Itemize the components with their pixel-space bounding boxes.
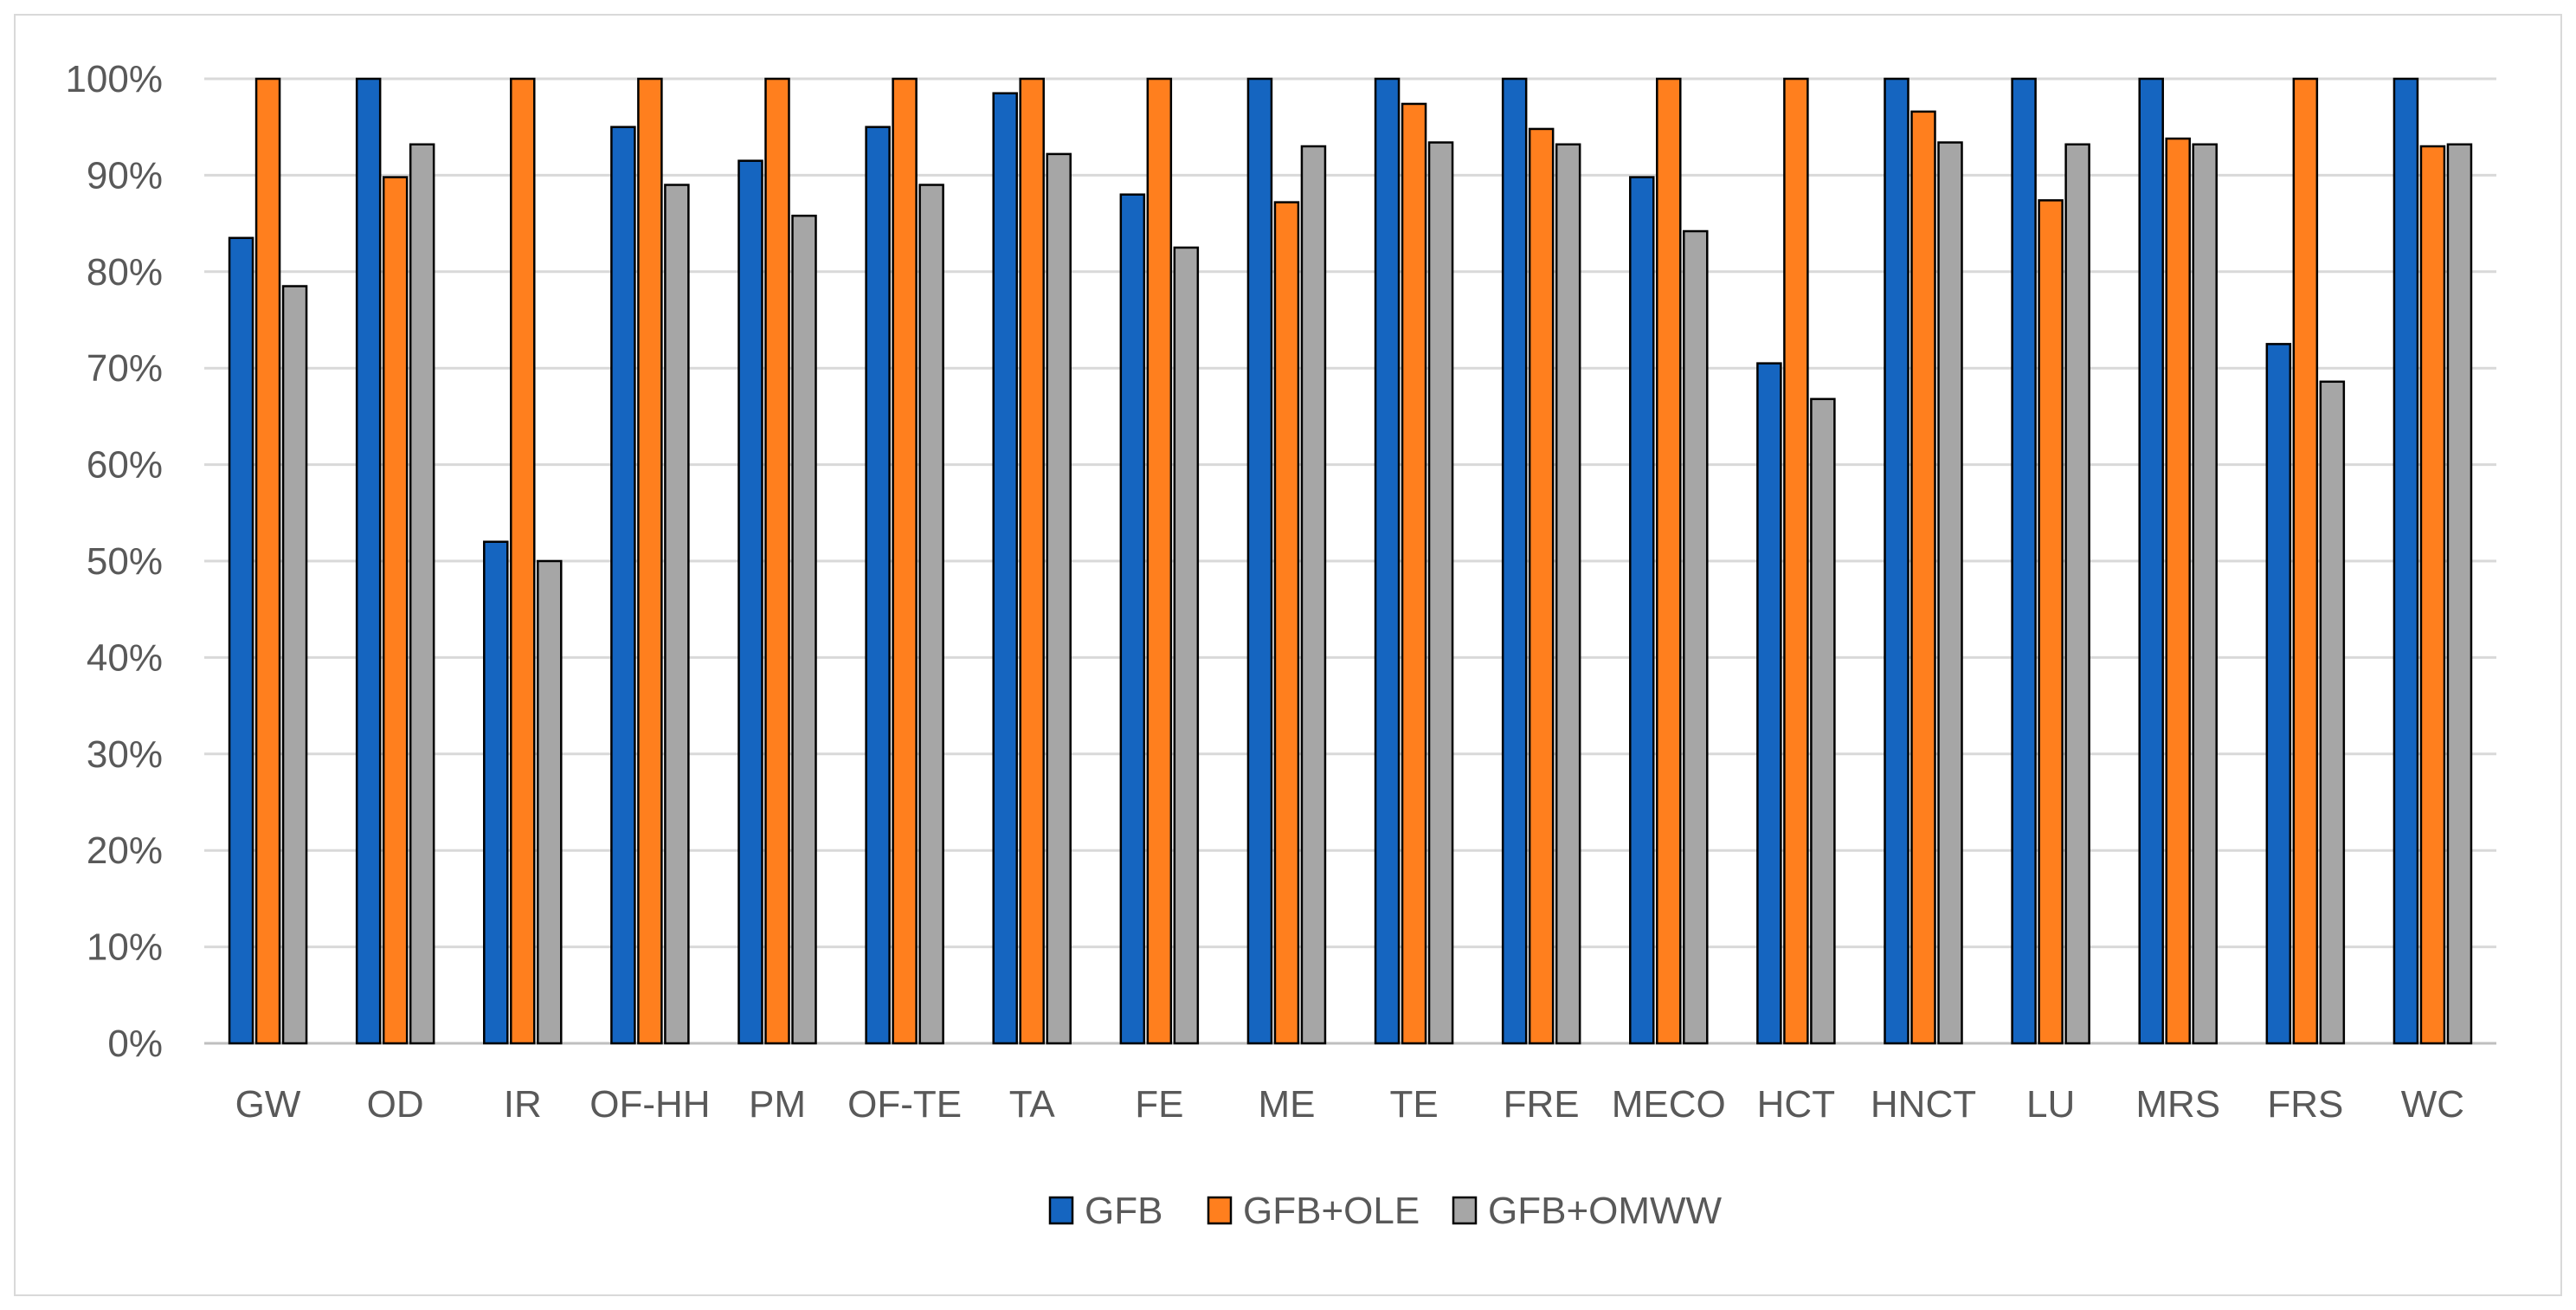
bar-gfb-ole-ir [510,77,536,1045]
bar-gfb-ole-mrs [2165,137,2191,1045]
legend-swatch [1048,1196,1074,1225]
legend-label: GFB+OMWW [1488,1190,1723,1232]
bar-gfb-me [1246,77,1273,1045]
bar-gfb-meco [1629,176,1655,1045]
bar-gfb-ir [483,540,509,1045]
bar-gfb-ole-fre [1528,127,1555,1045]
x-axis-ticks: GW OD IR OF-HH PM OF-TE TA FE ME TE FRE MECO HCT HNCT… [235,1083,2464,1126]
bar-gfb-od [355,77,382,1045]
bar-gfb-ole-lu [2038,199,2064,1045]
bar-gfb-gw [228,236,254,1045]
x-tick-label: IR [504,1083,542,1126]
x-tick-label: OD [367,1083,424,1126]
bar-gfb-wc [2392,77,2419,1045]
bar-gfb-hct [1756,362,1782,1045]
y-axis-ticks: 0% 10% 20% 30% 40% 50% 60% 70% 80% 90% 100% [65,58,163,1065]
bar-gfb-omww-lu [2064,143,2090,1045]
bar-gfb-omww-ta [1046,152,1072,1045]
bar-gfb-ole-od [382,176,409,1045]
bar-gfb-frs [2265,343,2292,1045]
bar-gfb-ole-frs [2292,77,2319,1045]
bar-gfb-ole-me [1273,201,1300,1045]
gridlines [204,77,2496,1045]
x-tick-label: TE [1389,1083,1438,1126]
bar-gfb-omww-mrs [2192,143,2218,1045]
legend-label: GFB [1085,1190,1162,1232]
bar-gfb-ole-gw [254,77,281,1045]
bar-gfb-omww-hnct [1937,141,1963,1045]
x-tick-label: ME [1258,1083,1315,1126]
x-tick-label: FRE [1504,1083,1580,1126]
legend: GFB GFB+OLE GFB+OMWW [1048,1190,1723,1232]
y-tick-label: 70% [87,347,163,390]
bar-gfb-ole-fe [1146,77,1173,1045]
bar-gfb-ole-meco [1656,77,1682,1045]
bar-gfb-omww-fe [1173,246,1200,1045]
bar-gfb-omww-ir [537,559,563,1045]
bar-gfb-ole-of-te [892,77,918,1045]
bar-gfb-ole-te [1401,102,1427,1045]
y-tick-label: 60% [87,444,163,487]
x-tick-label: FRS [2267,1083,2343,1126]
y-tick-label: 40% [87,636,163,679]
bar-gfb-omww-of-te [918,184,944,1045]
y-tick-label: 30% [87,733,163,776]
bar-gfb-fre [1501,77,1528,1045]
bar-gfb-omww-pm [791,214,817,1045]
x-tick-label: FE [1135,1083,1183,1126]
bar-gfb-of-te [865,126,891,1045]
bars [228,77,2473,1045]
bar-gfb-omww-gw [281,285,308,1045]
bar-gfb-te [1374,77,1401,1045]
bar-gfb-omww-wc [2446,143,2473,1045]
bar-gfb-of-hh [610,126,636,1045]
bar-gfb-ole-ta [1019,77,1045,1045]
y-tick-label: 0% [107,1023,163,1065]
x-tick-label: OF-TE [847,1083,962,1126]
legend-swatch [1207,1196,1233,1225]
bar-gfb-ole-wc [2419,145,2446,1045]
x-tick-label: HCT [1757,1083,1835,1126]
x-tick-label: WC [2401,1083,2464,1126]
y-tick-label: 80% [87,251,163,294]
bar-gfb-lu [2011,77,2037,1045]
bar-gfb-omww-frs [2319,380,2346,1045]
bar-gfb-ole-hnct [1910,110,1936,1045]
x-tick-label: HNCT [1871,1083,1976,1126]
legend-label: GFB+OLE [1243,1190,1420,1232]
x-tick-label: OF-HH [589,1083,710,1126]
bar-gfb-fe [1119,193,1146,1045]
y-tick-label: 20% [87,829,163,872]
bar-gfb-hnct [1884,77,1909,1045]
x-tick-label: LU [2026,1083,2075,1126]
x-tick-label: GW [235,1083,301,1126]
bar-gfb-omww-od [409,143,435,1045]
bar-gfb-omww-fre [1555,143,1581,1045]
y-tick-label: 10% [87,926,163,969]
x-tick-label: PM [749,1083,806,1126]
legend-swatch [1452,1196,1478,1225]
bar-gfb-omww-meco [1683,229,1709,1045]
bar-gfb-omww-te [1427,141,1454,1045]
bar-gfb-omww-of-hh [664,184,690,1045]
x-tick-label: MRS [2135,1083,2220,1126]
bar-gfb-ole-pm [764,77,790,1045]
bar-gfb-mrs [2138,77,2164,1045]
y-tick-label: 90% [87,154,163,197]
bar-gfb-ole-hct [1783,77,1809,1045]
bar-gfb-pm [737,159,763,1045]
x-tick-label: MECO [1612,1083,1726,1126]
bar-gfb-omww-me [1300,145,1327,1045]
x-tick-label: TA [1009,1083,1056,1126]
bar-gfb-omww-hct [1810,397,1836,1045]
y-tick-label: 100% [65,58,163,100]
y-tick-label: 50% [87,540,163,583]
bar-gfb-ole-of-hh [637,77,663,1045]
bar-gfb-ta [992,92,1018,1045]
